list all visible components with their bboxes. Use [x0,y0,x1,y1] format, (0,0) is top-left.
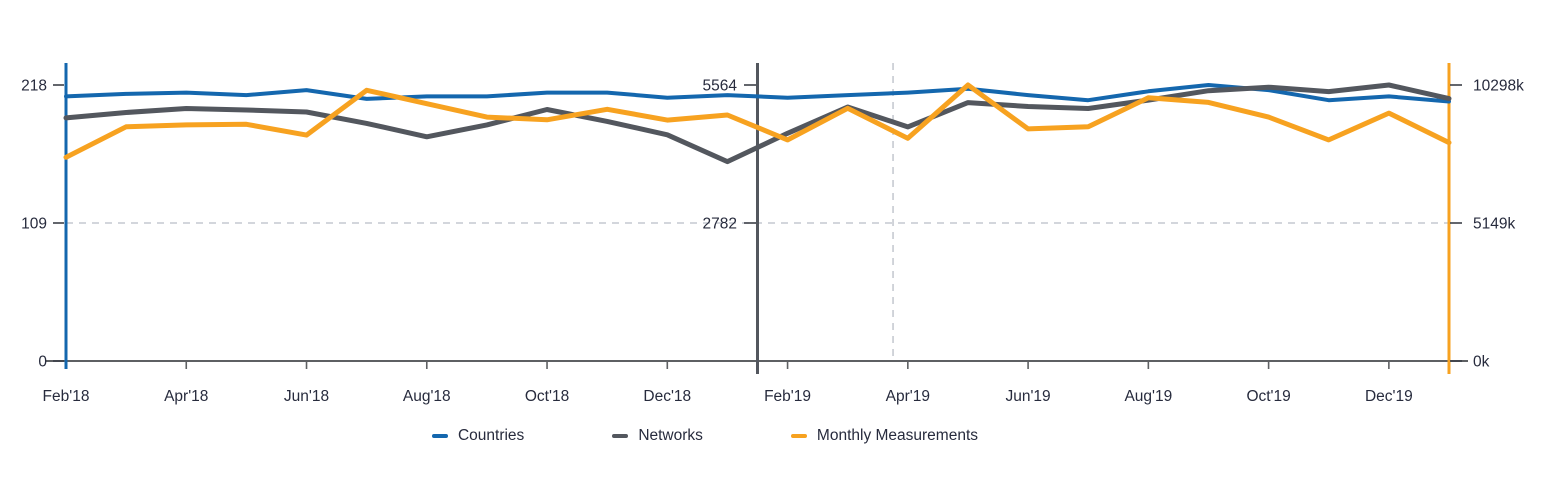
legend-item-monthly-measurements[interactable]: Monthly Measurements [790,426,979,446]
x-axis-tick-label: Apr'18 [164,388,208,405]
x-axis-tick-label: Dec'19 [1365,388,1413,405]
x-axis-tick-label: Jun'19 [1005,388,1050,405]
x-axis-tick-label: Oct'19 [1246,388,1290,405]
networks-axis-tick-label: 5564 [703,78,738,95]
x-axis-tick-label: Aug'18 [403,388,451,405]
legend-marker-monthly-measurements-icon [790,434,807,438]
legend-label-networks: Networks [638,427,703,444]
networks-axis-tick-label: 2782 [703,216,737,233]
x-axis-tick-label: Feb'19 [764,388,811,405]
x-axis-tick-label: Oct'18 [525,388,569,405]
legend-item-networks[interactable]: Networks [612,426,703,446]
series-line-countries[interactable] [64,83,1451,104]
x-axis-tick-label: Aug'19 [1124,388,1172,405]
monthly-measurements-axis-tick-label: 5149k [1473,216,1515,233]
x-axis-tick-label: Jun'18 [284,388,329,405]
legend-label-countries: Countries [457,427,525,444]
series-line-networks[interactable] [63,82,1452,165]
legend-marker-networks-icon [612,434,629,438]
series-line-monthly-measurements[interactable] [63,82,1452,160]
x-axis-tick-label: Dec'18 [643,388,691,405]
x-axis-tick-label: Feb'18 [43,388,90,405]
x-axis-tick-label: Apr'19 [886,388,930,405]
countries-axis-tick-label: 109 [21,216,47,233]
legend-item-countries[interactable]: Countries [431,426,525,446]
countries-axis-tick-label: 218 [21,78,47,95]
chart-legend: Countries Networks Monthly Measurements [0,426,1410,446]
plot-area[interactable] [66,63,1449,361]
legend-marker-countries-icon [431,434,448,438]
monthly-measurements-axis-tick-label: 10298k [1473,78,1524,95]
legend-label-monthly-measurements: Monthly Measurements [816,427,979,444]
monthly-measurements-axis-tick-label: 0k [1473,354,1490,371]
countries-axis-tick-label: 0 [38,354,47,371]
